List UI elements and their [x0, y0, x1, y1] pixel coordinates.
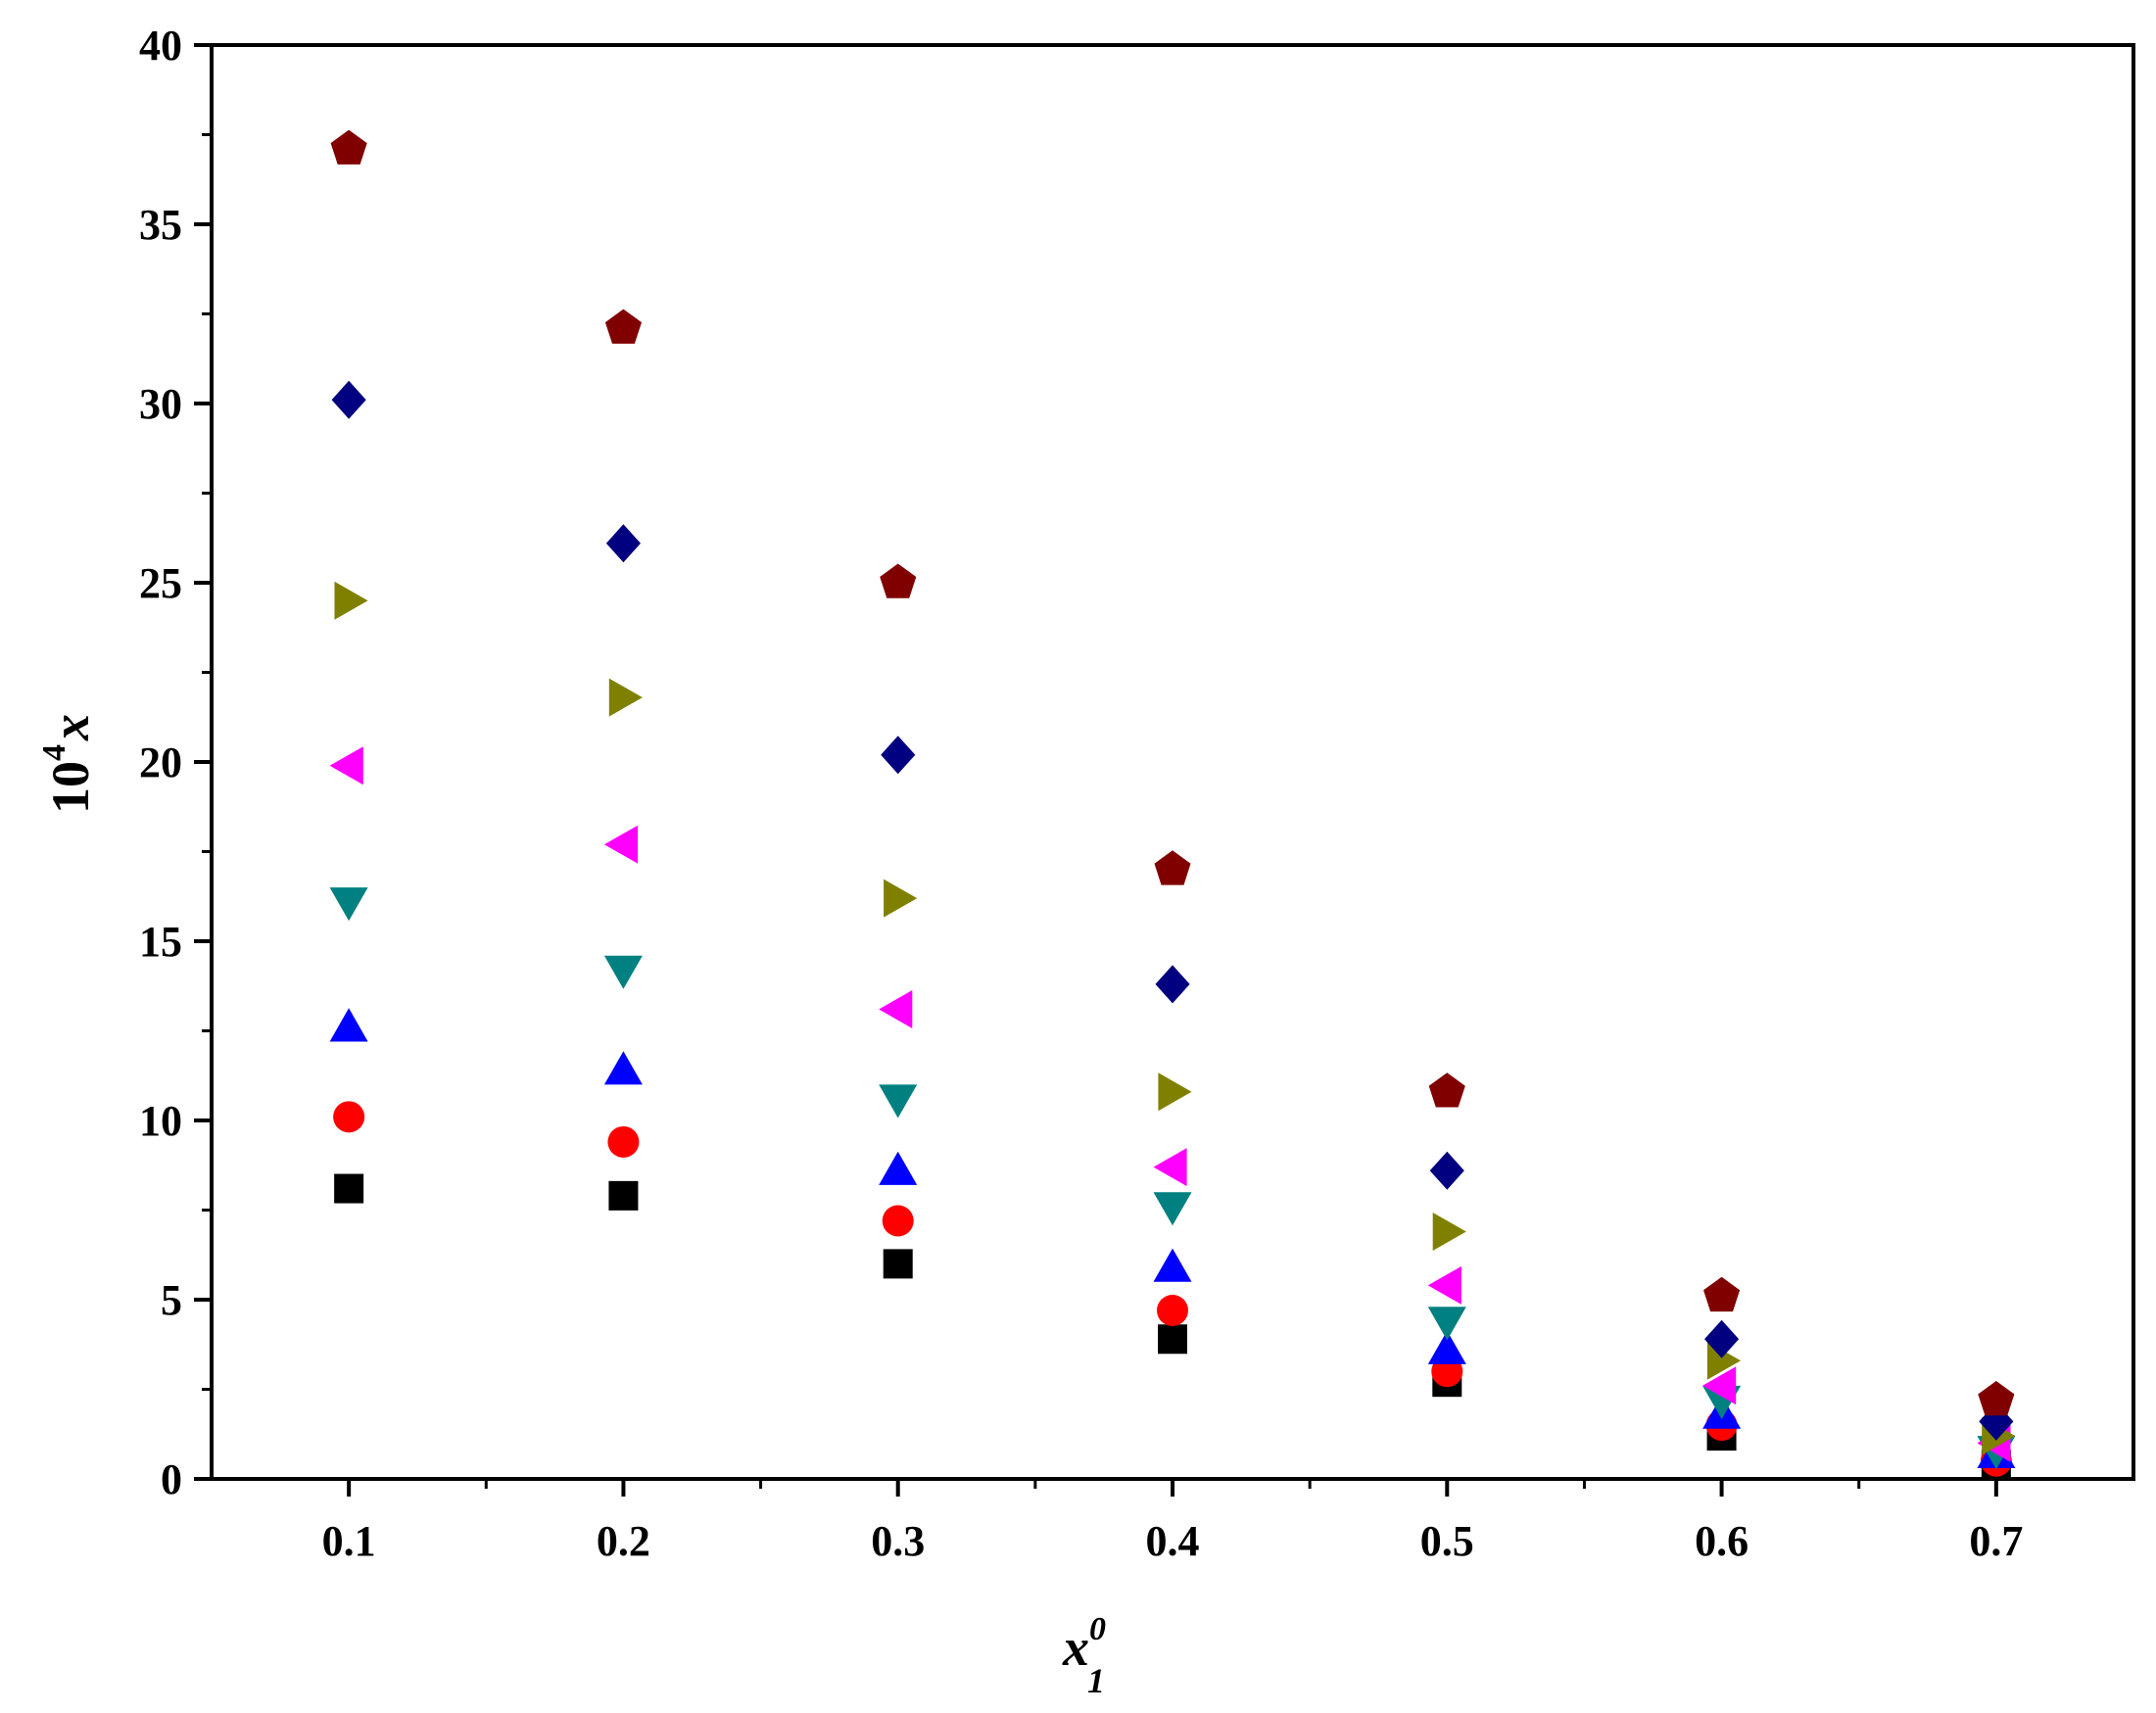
- square-point: [1158, 1324, 1187, 1355]
- pentagon-point: [1428, 1072, 1465, 1108]
- triangle-left-point: [1427, 1265, 1461, 1305]
- triangle-up-point: [879, 1151, 918, 1185]
- triangle-right-point: [334, 581, 368, 620]
- y-tick-label: 5: [161, 1276, 182, 1324]
- data-markers: [329, 129, 2016, 1480]
- diamond-point: [331, 380, 366, 419]
- x-tick-label: 0.2: [597, 1517, 650, 1565]
- diamond-point: [1704, 1319, 1740, 1358]
- x-tick-label: 0.5: [1420, 1517, 1474, 1565]
- pentagon-point: [604, 309, 642, 344]
- pentagon-point: [330, 129, 367, 165]
- triangle-right-point: [608, 678, 643, 717]
- triangle-down-point: [329, 887, 368, 922]
- square-point: [608, 1180, 639, 1211]
- y-tick-label: 25: [139, 559, 182, 607]
- triangle-left-point: [329, 746, 363, 785]
- square-point: [883, 1249, 913, 1279]
- triangle-up-point: [603, 1051, 643, 1085]
- y-tick-label: 35: [139, 201, 182, 249]
- triangle-down-point: [879, 1084, 918, 1118]
- triangle-right-point: [1158, 1072, 1192, 1112]
- y-axis-title: 104x: [36, 714, 100, 814]
- y-tick-label: 15: [139, 918, 182, 966]
- triangle-left-point: [1702, 1366, 1737, 1405]
- triangle-down-point: [1153, 1192, 1192, 1226]
- triangle-up-point: [329, 1008, 368, 1042]
- y-tick-label: 40: [139, 22, 182, 70]
- triangle-down-point: [1427, 1307, 1466, 1341]
- circle-point: [607, 1125, 640, 1158]
- x-tick-label: 0.1: [322, 1517, 376, 1565]
- circle-point: [333, 1101, 365, 1133]
- triangle-left-point: [1153, 1148, 1187, 1187]
- triangle-right-point: [1432, 1213, 1466, 1251]
- axis-titles: x0 1 104x: [36, 714, 1106, 1700]
- y-tick-label: 20: [139, 738, 182, 786]
- y-tick-label: 0: [161, 1455, 182, 1503]
- pentagon-point: [1978, 1381, 2015, 1416]
- circle-point: [882, 1205, 914, 1237]
- pentagon-point: [1154, 850, 1191, 885]
- x-tick-label: 0.4: [1146, 1517, 1200, 1565]
- triangle-up-point: [1427, 1330, 1466, 1364]
- diamond-point: [1155, 965, 1190, 1004]
- triangle-left-point: [603, 825, 639, 864]
- x-axis-title: x0 1: [1062, 1611, 1106, 1700]
- y-tick-label: 10: [139, 1097, 182, 1145]
- x-tick-label: 0.7: [1969, 1517, 2023, 1565]
- square-point: [334, 1173, 364, 1204]
- tick-labels: 0.1 0.2 0.3 0.4 0.5 0.6 0.7 0 5 10 15 20 25 30 35 40: [139, 22, 2023, 1565]
- pentagon-point: [1703, 1276, 1741, 1312]
- x-tick-label: 0.6: [1695, 1517, 1749, 1565]
- diamond-point: [881, 736, 916, 775]
- circle-point: [1157, 1294, 1188, 1326]
- triangle-down-point: [603, 955, 643, 989]
- triangle-up-point: [1153, 1248, 1192, 1282]
- triangle-left-point: [879, 990, 913, 1028]
- diamond-point: [605, 524, 641, 563]
- y-tick-label: 30: [139, 380, 182, 428]
- x-tick-label: 0.3: [871, 1517, 925, 1565]
- triangle-right-point: [884, 879, 918, 918]
- axis-ticks: [194, 43, 1998, 1497]
- pentagon-point: [880, 563, 917, 598]
- diamond-point: [1429, 1151, 1464, 1190]
